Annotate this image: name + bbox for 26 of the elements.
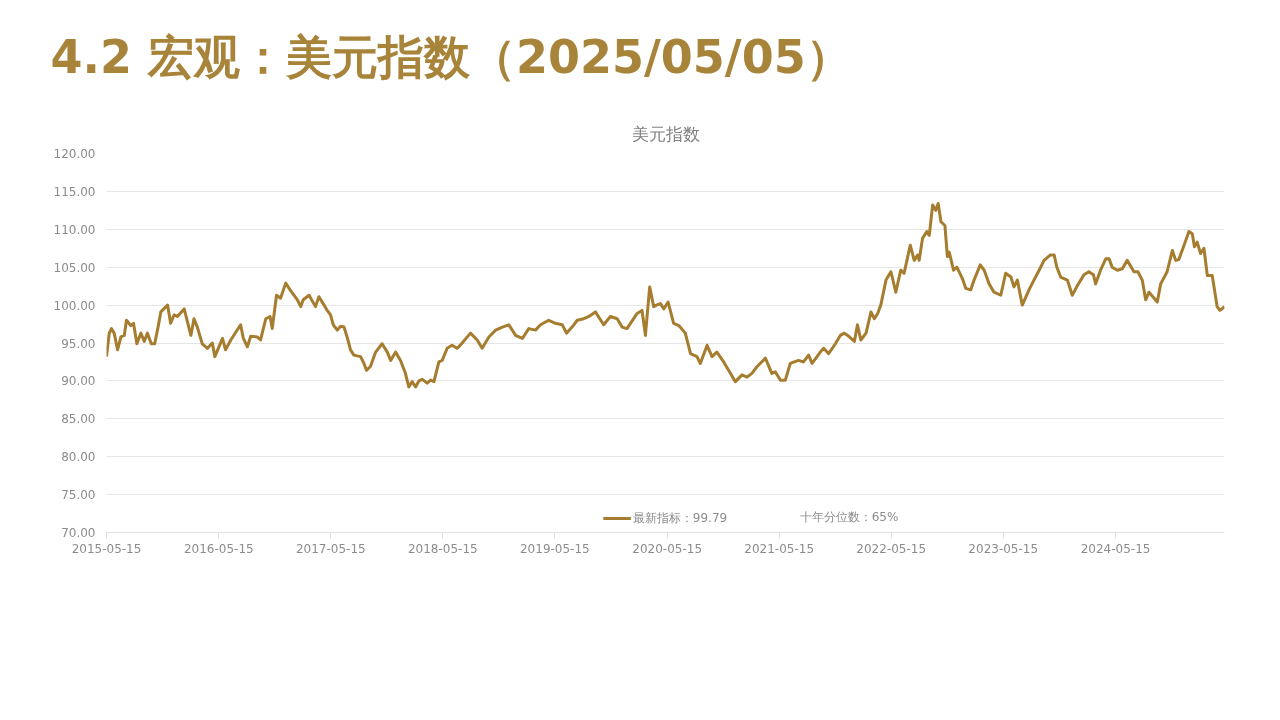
x-tick-label: 2018-05-15 [407, 541, 478, 556]
y-tick-label: 105.00 [53, 260, 96, 275]
chart-subtitle: 美元指数 [631, 123, 700, 144]
y-tick-label: 90.00 [61, 374, 96, 389]
x-tick-label: 2017-05-15 [295, 541, 366, 556]
y-tick-label: 80.00 [61, 450, 96, 465]
x-tick-label: 2022-05-15 [856, 541, 927, 556]
x-tick-label: 2023-05-15 [968, 541, 1039, 556]
x-tick-label: 2024-05-15 [1080, 541, 1151, 556]
y-tick-label: 100.00 [53, 298, 96, 313]
y-tick-label: 115.00 [53, 184, 96, 199]
y-tick-label: 95.00 [61, 336, 96, 351]
line-series [106, 202, 1225, 389]
y-tick-label: 75.00 [61, 488, 96, 503]
x-tick-label: 2019-05-15 [520, 541, 590, 556]
legend-label: 最新指标：99.79 [632, 509, 728, 527]
x-tick-label: 2015-05-15 [71, 541, 142, 556]
x-tick-label: 2020-05-15 [632, 541, 703, 556]
y-tick-label: 70.00 [61, 526, 96, 540]
annotation: 十年分位数：65% [799, 510, 899, 525]
y-tick-label: 85.00 [61, 412, 96, 427]
y-tick-label: 120.00 [53, 147, 96, 161]
x-tick-label: 2016-05-15 [183, 541, 254, 556]
y-tick-label: 110.00 [53, 222, 96, 237]
x-tick-label: 2021-05-15 [744, 541, 815, 556]
chart-title: 4.2 宏观：美元指数（2025/05/05） [50, 30, 852, 84]
